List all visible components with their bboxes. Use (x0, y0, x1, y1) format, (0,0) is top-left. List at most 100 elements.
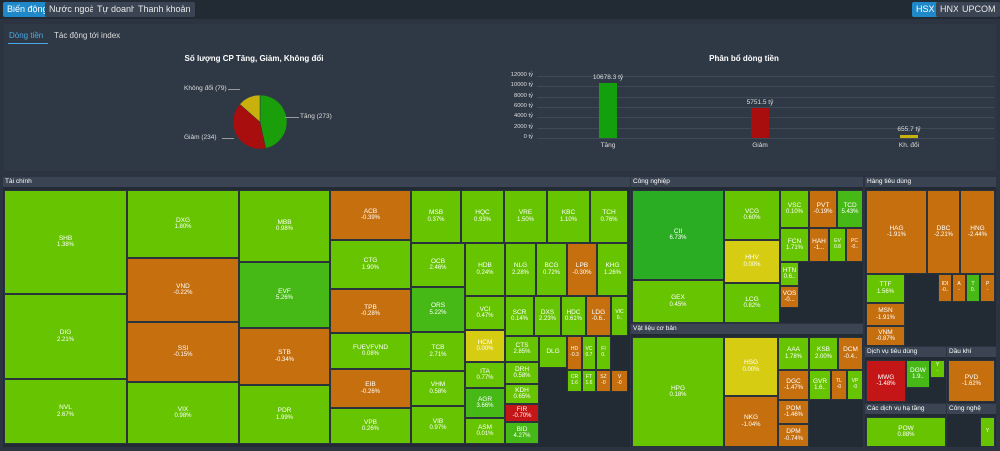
stock-tile-evf[interactable]: EVF 5.26% (239, 262, 330, 328)
stock-tile-hsg[interactable]: HSG 0.00% (724, 337, 778, 396)
stock-tile-dgc[interactable]: DGC -1.47% (778, 370, 809, 400)
stock-tile-a[interactable]: A- (952, 274, 966, 302)
stock-tile-lpb[interactable]: LPB -0.30% (567, 243, 597, 296)
stock-tile-vci[interactable]: VCI 0.47% (465, 296, 505, 330)
stock-tile-t[interactable]: T 0. (966, 274, 980, 302)
stock-tile-tpb[interactable]: TPB -0.28% (330, 289, 411, 333)
stock-tile-bid[interactable]: BID 4.27% (505, 422, 539, 444)
stock-tile-gex[interactable]: GEX 0.45% (632, 280, 724, 323)
stock-tile-pdr[interactable]: PDR 1.99% (239, 385, 330, 444)
stock-tile-tcb[interactable]: TCB 2.71% (411, 332, 465, 371)
stock-tile-pvt[interactable]: PVT -0.19% (809, 190, 837, 228)
stock-tile-tl[interactable]: TL -0 (831, 370, 847, 400)
stock-tile-fuevfvnd[interactable]: FUEVFVND 0.08% (330, 333, 411, 369)
stock-tile-fir[interactable]: FIR -0.70% (505, 404, 539, 422)
stock-tile-nkg[interactable]: NKG -1.04% (724, 396, 778, 447)
stock-tile-vhm[interactable]: VHM 0.58% (411, 371, 465, 406)
stock-tile-tcd[interactable]: TCD 5.43% (837, 190, 863, 228)
tab-nuoc-ngoai[interactable]: Nước ngoài (45, 2, 101, 17)
stock-tile-hhv[interactable]: HHV 0.00% (724, 240, 780, 283)
stock-tile-pom[interactable]: POM -1.46% (778, 400, 809, 424)
stock-tile-dxg[interactable]: DXG 1.80% (127, 190, 239, 258)
stock-tile-y[interactable]: Y (980, 417, 995, 447)
stock-tile-v[interactable]: V -0 (611, 370, 628, 392)
tab-thanh-khoan[interactable]: Thanh khoản (134, 2, 195, 17)
stock-tile-idi[interactable]: IDI -0.. (938, 274, 952, 302)
stock-tile-fcn[interactable]: FCN 1.71% (780, 228, 809, 262)
stock-tile-p[interactable]: P- (980, 274, 995, 302)
stock-tile-cii[interactable]: CII 6.73% (632, 190, 724, 280)
stock-tile-dig[interactable]: DIG 2.21% (4, 294, 127, 379)
exchange-upcom-button[interactable]: UPCOM (958, 2, 1000, 17)
stock-tile-kdh[interactable]: KDH 0.65% (505, 384, 539, 404)
stock-tile-sz[interactable]: SZ -0 (596, 370, 611, 392)
stock-tile-msb[interactable]: MSB 0.37% (411, 190, 461, 243)
tab-tu-doanh[interactable]: Tự doanh (93, 2, 141, 17)
stock-tile-hng[interactable]: HNG -2.44% (960, 190, 995, 274)
stock-tile-lcg[interactable]: LCG 0.82% (724, 283, 780, 323)
stock-tile-mbb[interactable]: MBB 0.98% (239, 190, 330, 262)
exchange-hsx-button[interactable]: HSX (912, 2, 939, 17)
stock-tile-ksb[interactable]: KSB 2.00% (809, 337, 838, 370)
stock-tile-dlg[interactable]: DLG (539, 336, 567, 368)
stock-tile-tch[interactable]: TCH 0.76% (590, 190, 628, 243)
stock-tile-acb[interactable]: ACB -0.39% (330, 190, 411, 240)
stock-tile-cr[interactable]: CR 1.6 (567, 370, 582, 392)
stock-tile-mwg[interactable]: MWG -1.48% (866, 360, 906, 402)
stock-tile-dpm[interactable]: DPM -0.74% (778, 424, 809, 447)
stock-tile-hqc[interactable]: HQC 0.93% (461, 190, 504, 243)
tab-bien-dong[interactable]: Biến động (3, 2, 52, 17)
stock-tile-vix[interactable]: VIX 0.98% (127, 382, 239, 444)
stock-tile-msn[interactable]: MSN -1.91% (866, 303, 905, 326)
stock-tile-vcg[interactable]: VCG 0.60% (724, 190, 780, 240)
stock-tile-vnm[interactable]: VNM -0.87% (866, 326, 905, 346)
stock-tile-stb[interactable]: STB -0.34% (239, 328, 330, 385)
stock-tile-vic[interactable]: VIC 0.. (611, 296, 628, 336)
stock-tile-hdc[interactable]: HDC 0.61% (561, 296, 586, 336)
subtab-dong-tien[interactable]: Dòng tiền (9, 31, 44, 40)
stock-tile-ita[interactable]: ITA 0.77% (465, 362, 505, 388)
stock-tile-kbc[interactable]: KBC 1.10% (547, 190, 590, 243)
stock-tile-ev[interactable]: EV 0.8 (829, 228, 846, 262)
stock-tile-dcm[interactable]: DCM -0.4.. (838, 337, 863, 370)
stock-tile-htn[interactable]: HTN 0.6.. (780, 262, 799, 286)
subtab-tac-dong[interactable]: Tác động tới index (54, 31, 121, 40)
stock-tile-ssi[interactable]: SSI -0.15% (127, 322, 239, 382)
stock-tile-ttf[interactable]: TTF 1.56% (866, 274, 905, 303)
stock-tile-agr[interactable]: AGR 3.66% (465, 388, 505, 418)
stock-tile-pvd[interactable]: PVD -1.62% (948, 360, 995, 402)
stock-tile-nvl[interactable]: NVL 2.67% (4, 379, 127, 444)
stock-tile-scr[interactable]: SCR 0.14% (505, 296, 534, 336)
stock-tile-khg[interactable]: KHG 1.26% (597, 243, 628, 296)
stock-tile-ft[interactable]: FT 1.6 (582, 370, 596, 392)
stock-tile-hd[interactable]: HD -0.3 (567, 336, 582, 370)
stock-tile-pc[interactable]: PC -0.. (846, 228, 863, 262)
stock-tile-vpb[interactable]: VPB 0.26% (330, 408, 411, 444)
stock-tile-vp[interactable]: VP -0 (847, 370, 863, 400)
stock-tile-shb[interactable]: SHB 1.38% (4, 190, 127, 294)
stock-tile-ldg[interactable]: LDG -0.6.. (586, 296, 611, 336)
stock-tile-drh[interactable]: DRH 0.58% (505, 362, 539, 384)
stock-tile-dxs[interactable]: DXS 2.23% (534, 296, 561, 336)
stock-tile-vib[interactable]: VIB 0.97% (411, 406, 465, 444)
stock-tile-vre[interactable]: VRE 1.50% (504, 190, 547, 243)
stock-tile-vnd[interactable]: VND -0.22% (127, 258, 239, 322)
stock-tile-y[interactable]: Y- (930, 360, 945, 378)
stock-tile-ctg[interactable]: CTG 1.90% (330, 240, 411, 289)
stock-tile-nlg[interactable]: NLG 2.28% (505, 243, 536, 296)
stock-tile-vc[interactable]: VC 0.7 (582, 336, 596, 370)
stock-tile-aaa[interactable]: AAA 1.78% (778, 337, 809, 370)
exchange-hnx-button[interactable]: HNX (936, 2, 964, 17)
stock-tile-vsc[interactable]: VSC 0.10% (780, 190, 809, 228)
stock-tile-fi[interactable]: FI 0. (596, 336, 611, 370)
stock-tile-cts[interactable]: CTS 2.85% (505, 336, 539, 362)
stock-tile-ors[interactable]: ORS 5.22% (411, 287, 465, 332)
stock-tile-hdb[interactable]: HDB 0.24% (465, 243, 505, 296)
stock-tile-dbc[interactable]: DBC -2.21% (927, 190, 960, 274)
stock-tile-bcg[interactable]: BCG 0.72% (536, 243, 567, 296)
stock-tile-hcm[interactable]: HCM 0.00% (465, 330, 505, 362)
stock-tile-eib[interactable]: EIB -0.26% (330, 369, 411, 408)
stock-tile-dgw[interactable]: DGW 1.9.. (906, 360, 930, 388)
stock-tile-pow[interactable]: POW 0.88% (866, 417, 946, 447)
stock-tile-hah[interactable]: HAH -1... (809, 228, 829, 262)
